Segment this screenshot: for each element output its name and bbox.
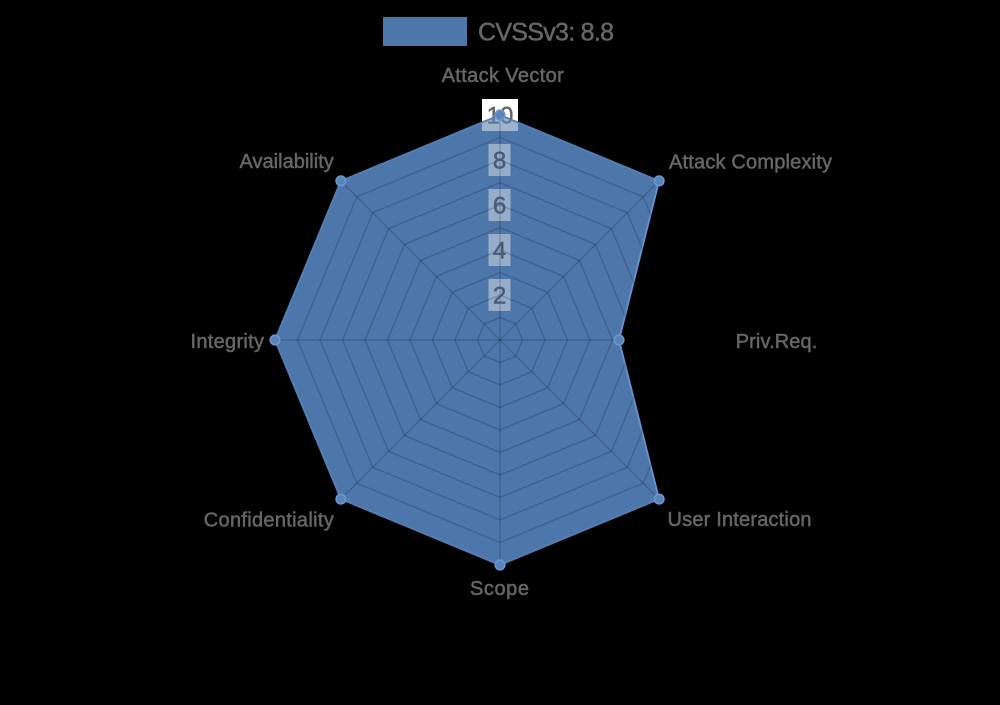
svg-text:Scope: Scope [470,578,529,600]
svg-text:4: 4 [493,238,506,265]
svg-text:Priv.Req.: Priv.Req. [736,331,818,353]
svg-text:8: 8 [493,148,506,175]
svg-text:User Interaction: User Interaction [668,509,812,531]
svg-text:Confidentiality: Confidentiality [204,509,334,531]
svg-text:Attack Vector: Attack Vector [442,65,565,87]
svg-text:2: 2 [493,283,506,310]
svg-text:6: 6 [493,193,506,220]
svg-text:Integrity: Integrity [191,331,265,353]
svg-text:Attack Complexity: Attack Complexity [669,152,832,174]
svg-text:Availability: Availability [240,151,334,173]
svg-text:CVSSv3: 8.8: CVSSv3: 8.8 [478,18,614,46]
